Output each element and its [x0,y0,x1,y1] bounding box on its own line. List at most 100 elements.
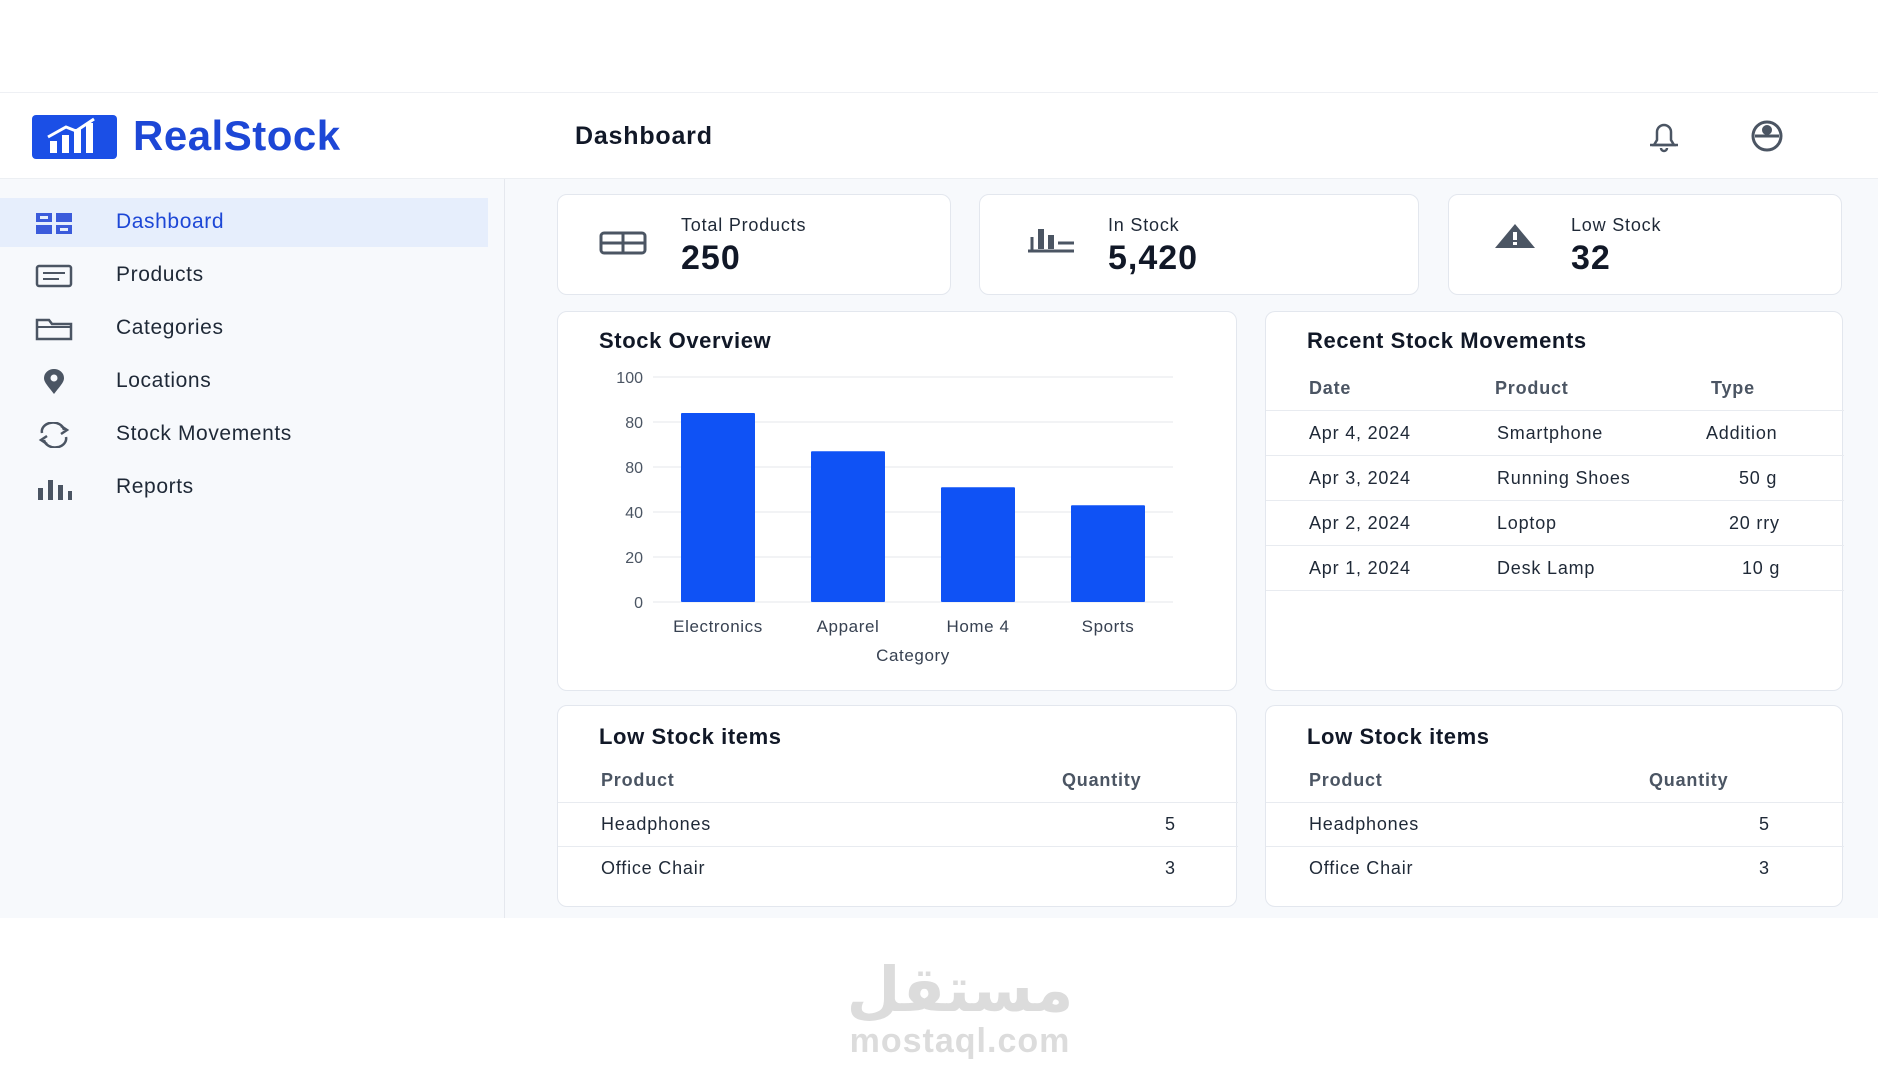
stat-value: 250 [681,239,741,277]
table-cell-product: Office Chair [1309,858,1414,878]
table-cell-quantity: 3 [1759,858,1770,878]
pin-icon [34,369,74,395]
sidebar-item-products[interactable]: Products [0,251,488,300]
divider [1266,802,1844,803]
bar [941,487,1015,602]
table-cell-quantity: 3 [1165,858,1176,878]
low-stock-title: Low Stock items [1307,724,1490,749]
user-avatar-icon[interactable] [1745,119,1789,153]
bar [681,413,755,602]
stat-card-total-products: Total Products 250 [557,194,951,295]
stat-label: In Stock [1108,215,1180,235]
stat-value: 5,420 [1108,239,1199,277]
bar-chart-icon [34,475,74,501]
table-cell-product: Smartphone [1497,423,1604,443]
column-header-product: Product [1495,378,1569,398]
stock-overview-card: Stock Overview 100 80 80 40 20 0 Electronics Ap… [557,311,1237,691]
page-title: Dashboard [575,122,713,150]
warning-icon [1491,221,1541,251]
x-axis-label: Category [876,646,950,665]
stat-card-low-stock: Low Stock 32 [1448,194,1842,295]
stock-overview-chart: 100 80 80 40 20 0 Electronics Apparel Home 4 Spor… [616,370,1173,665]
movements-title: Recent Stock Movements [1307,328,1587,353]
bar-chart-logo-icon [32,115,117,159]
table-cell-product: Loptop [1497,513,1557,533]
table-cell-date: Apr 4, 2024 [1309,423,1411,443]
stat-label: Low Stock [1571,215,1662,235]
divider [558,846,1238,847]
sidebar-item-label: Stock Movements [116,422,292,445]
stat-label: Total Products [681,215,807,235]
bar [1071,505,1145,602]
table-cell-product: Running Shoes [1497,468,1631,488]
sidebar-item-stock-movements[interactable]: Stock Movements [0,410,488,459]
app-window: RealStock Dashboard [0,92,1878,918]
column-header-quantity: Quantity [1649,770,1729,790]
sidebar-item-label: Dashboard [116,210,225,233]
sidebar-nav: Dashboard Products [0,198,505,516]
sidebar-item-dashboard[interactable]: Dashboard [0,198,488,247]
recent-movements-card: Recent Stock Movements Date Product Type… [1265,311,1844,691]
divider [1266,410,1844,411]
brand-header: RealStock [0,93,505,179]
watermark-arabic: مستقل [846,956,1074,1025]
top-bar: Dashboard [505,93,1878,179]
y-tick-label: 100 [616,370,643,387]
table-cell-quantity: 5 [1165,814,1176,834]
table-cell-product: Headphones [1309,814,1420,834]
x-tick-label: Electronics [673,617,763,636]
y-tick-label: 0 [634,595,643,612]
column-header-product: Product [1309,770,1383,790]
sidebar-item-locations[interactable]: Locations [0,357,488,406]
sidebar-item-label: Products [116,263,204,286]
table-cell-date: Apr 2, 2024 [1309,513,1411,533]
table-cell-type: 20 rry [1729,513,1780,533]
bell-icon[interactable] [1642,119,1686,153]
column-header-date: Date [1309,378,1352,398]
divider [1266,846,1844,847]
folder-icon [34,316,74,342]
column-header-product: Product [601,770,675,790]
table-cell-product: Headphones [601,814,712,834]
low-stock-card-left: Low Stock items Product Quantity Headpho… [557,705,1238,907]
low-stock-title: Low Stock items [599,724,782,749]
factory-icon [1026,225,1076,255]
y-tick-label: 20 [625,550,643,567]
sidebar: RealStock Dashboard [0,93,505,918]
y-tick-label: 80 [625,415,643,432]
sidebar-item-label: Categories [116,316,224,339]
table-cell-product: Office Chair [601,858,706,878]
sidebar-item-categories[interactable]: Categories [0,304,488,353]
column-header-quantity: Quantity [1062,770,1142,790]
brand-name: RealStock [133,112,341,159]
divider [1266,590,1844,591]
box-list-icon [34,263,74,289]
transfer-icon [34,421,74,449]
low-stock-card-right: Low Stock items Product Quantity Headpho… [1265,705,1844,907]
watermark-latin: mostaql.com [849,1022,1071,1060]
divider [1266,545,1844,546]
x-tick-label: Home 4 [946,617,1009,636]
x-tick-label: Sports [1082,617,1135,636]
sidebar-item-reports[interactable]: Reports [0,463,488,512]
x-tick-label: Apparel [817,617,880,636]
y-tick-label: 80 [625,460,643,477]
grid-icon [34,210,74,236]
table-cell-quantity: 5 [1759,814,1770,834]
main-content: Dashboard [505,93,1878,918]
column-header-type: Type [1711,378,1755,398]
table-cell-type: Addition [1706,423,1778,443]
table-cell-type: 50 g [1739,468,1778,488]
chart-title: Stock Overview [599,328,772,353]
stat-value: 32 [1571,239,1611,277]
table-cell-date: Apr 3, 2024 [1309,468,1411,488]
bar [811,451,885,602]
sidebar-item-label: Locations [116,369,212,392]
stat-card-in-stock: In Stock 5,420 [979,194,1419,295]
divider [1266,455,1844,456]
table-cell-date: Apr 1, 2024 [1309,558,1411,578]
table-cell-product: Desk Lamp [1497,558,1596,578]
y-tick-label: 40 [625,505,643,522]
table-icon [599,229,649,259]
divider [1266,500,1844,501]
